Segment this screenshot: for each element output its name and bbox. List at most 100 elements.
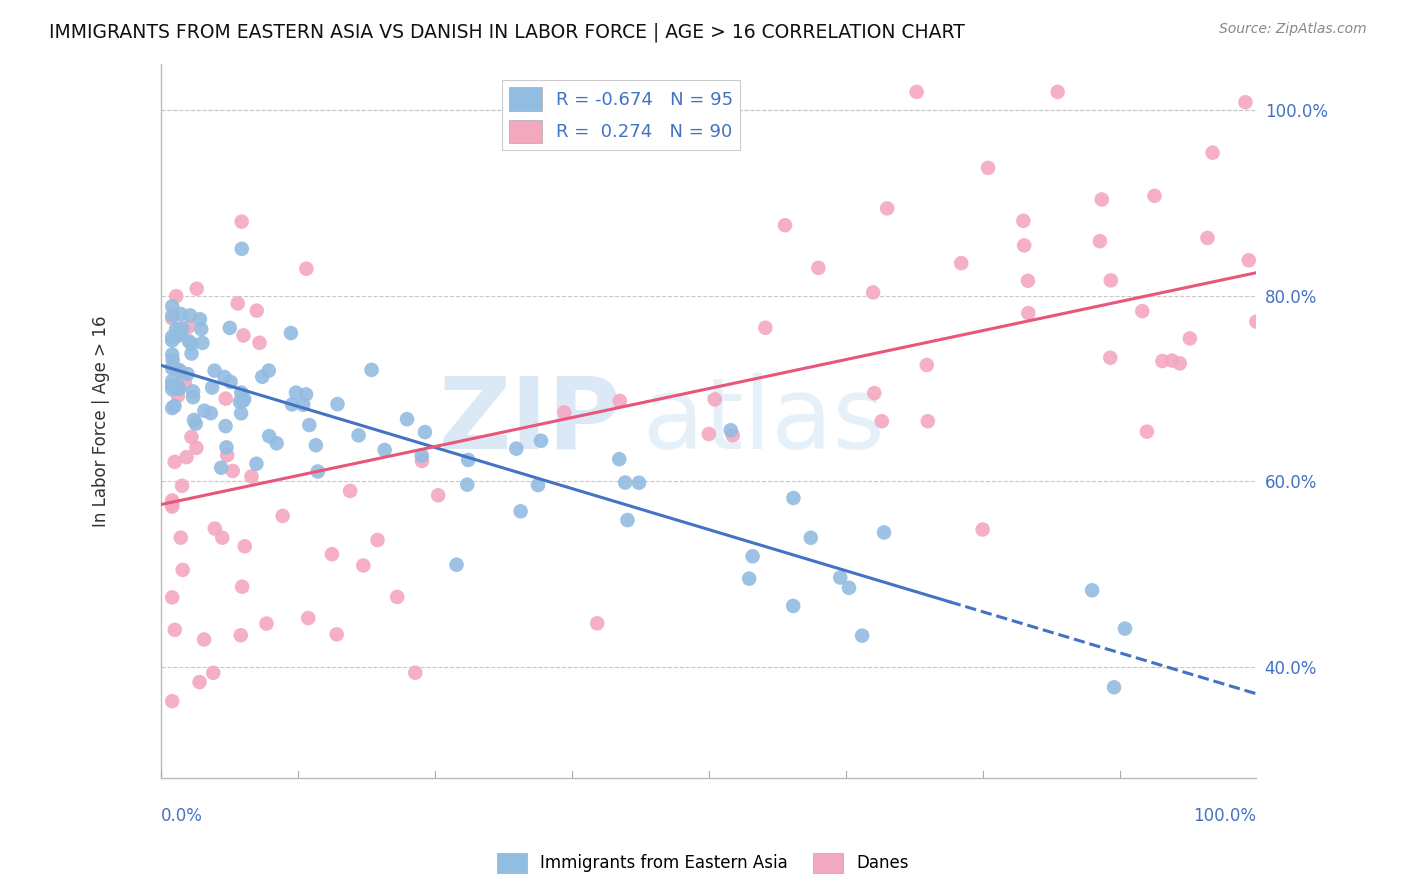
Point bbox=[214, 370, 236, 384]
Point bbox=[191, 335, 214, 350]
Point bbox=[193, 403, 215, 417]
Point bbox=[1161, 353, 1184, 368]
Point bbox=[509, 504, 531, 518]
Point bbox=[186, 441, 208, 455]
Point bbox=[1017, 306, 1039, 320]
Point bbox=[183, 413, 205, 427]
Point bbox=[177, 320, 200, 334]
Point bbox=[257, 429, 280, 443]
Point bbox=[862, 285, 884, 300]
Point bbox=[457, 453, 479, 467]
Point bbox=[627, 475, 650, 490]
Point bbox=[1012, 238, 1035, 252]
Point bbox=[1114, 622, 1136, 636]
Point bbox=[411, 454, 433, 468]
Point bbox=[782, 599, 804, 613]
Point bbox=[1168, 356, 1191, 370]
Legend: Immigrants from Eastern Asia, Danes: Immigrants from Eastern Asia, Danes bbox=[491, 847, 915, 880]
Point bbox=[456, 477, 478, 491]
Point bbox=[231, 580, 253, 594]
Point bbox=[292, 398, 315, 412]
Point bbox=[905, 85, 928, 99]
Point bbox=[165, 329, 187, 343]
Point bbox=[616, 513, 638, 527]
Point bbox=[385, 590, 408, 604]
Text: Source: ZipAtlas.com: Source: ZipAtlas.com bbox=[1219, 22, 1367, 37]
Legend: R = -0.674   N = 95, R =  0.274   N = 90: R = -0.674 N = 95, R = 0.274 N = 90 bbox=[502, 80, 741, 150]
Point bbox=[170, 307, 193, 321]
Point bbox=[1130, 304, 1153, 318]
Point bbox=[186, 282, 208, 296]
Point bbox=[1099, 273, 1122, 287]
Point bbox=[165, 289, 187, 303]
Point bbox=[215, 440, 238, 454]
Point bbox=[188, 675, 211, 690]
Point bbox=[211, 531, 233, 545]
Point bbox=[233, 392, 256, 406]
Point bbox=[160, 334, 183, 348]
Point bbox=[233, 539, 256, 553]
Point bbox=[374, 442, 396, 457]
Point bbox=[184, 417, 207, 431]
Point bbox=[754, 320, 776, 334]
Point bbox=[977, 161, 1000, 175]
Point bbox=[160, 329, 183, 343]
Point bbox=[222, 464, 245, 478]
Point bbox=[180, 336, 202, 351]
Point bbox=[1088, 234, 1111, 248]
Point bbox=[411, 449, 433, 463]
Point bbox=[179, 309, 201, 323]
Point bbox=[950, 256, 973, 270]
Point bbox=[167, 326, 190, 340]
Point bbox=[972, 523, 994, 537]
Point bbox=[214, 392, 236, 406]
Point bbox=[325, 627, 347, 641]
Point bbox=[266, 436, 288, 450]
Point bbox=[160, 361, 183, 376]
Point bbox=[160, 694, 183, 708]
Point bbox=[1178, 331, 1201, 345]
Point bbox=[527, 478, 550, 492]
Point bbox=[160, 382, 183, 396]
Text: ZIP: ZIP bbox=[439, 373, 621, 469]
Point bbox=[209, 460, 232, 475]
Point bbox=[307, 465, 329, 479]
Point bbox=[1017, 274, 1039, 288]
Point bbox=[217, 448, 239, 462]
Point bbox=[838, 581, 860, 595]
Point bbox=[229, 406, 252, 420]
Point bbox=[915, 358, 938, 372]
Point bbox=[404, 665, 426, 680]
Point bbox=[1143, 188, 1166, 202]
Point bbox=[1081, 583, 1104, 598]
Point bbox=[176, 367, 198, 381]
Point bbox=[1136, 425, 1159, 439]
Text: atlas: atlas bbox=[643, 373, 884, 469]
Point bbox=[163, 399, 186, 413]
Point bbox=[160, 299, 183, 313]
Point bbox=[160, 347, 183, 361]
Point bbox=[917, 414, 939, 428]
Point bbox=[160, 493, 183, 508]
Point bbox=[446, 558, 468, 572]
Point bbox=[1102, 680, 1125, 694]
Point bbox=[190, 322, 212, 336]
Text: 100.0%: 100.0% bbox=[1194, 806, 1257, 824]
Point bbox=[305, 438, 328, 452]
Point bbox=[609, 393, 631, 408]
Point bbox=[170, 479, 193, 493]
Point bbox=[160, 497, 183, 511]
Point bbox=[1246, 315, 1268, 329]
Point bbox=[166, 378, 188, 392]
Point bbox=[188, 312, 211, 326]
Point bbox=[360, 363, 382, 377]
Point bbox=[395, 412, 418, 426]
Point bbox=[201, 380, 224, 394]
Point bbox=[219, 375, 242, 389]
Point bbox=[1197, 231, 1219, 245]
Point bbox=[229, 395, 252, 409]
Point bbox=[172, 563, 194, 577]
Point bbox=[226, 296, 249, 310]
Point bbox=[807, 260, 830, 275]
Point bbox=[271, 508, 294, 523]
